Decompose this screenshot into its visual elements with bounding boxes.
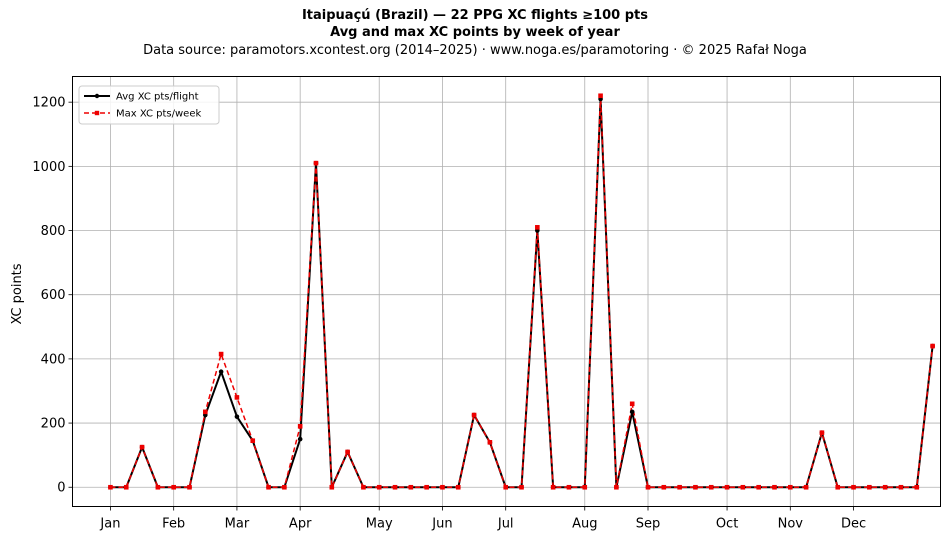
max-point bbox=[282, 484, 287, 490]
y-axis-label: XC points bbox=[10, 263, 25, 324]
max-point bbox=[867, 484, 872, 490]
x-tick-label: May bbox=[366, 517, 393, 532]
max-point bbox=[471, 412, 477, 418]
x-tick-label: Oct bbox=[716, 517, 738, 532]
max-point bbox=[519, 484, 524, 490]
max-point bbox=[218, 351, 224, 357]
max-point bbox=[661, 484, 667, 490]
max-point bbox=[898, 484, 904, 490]
max-point bbox=[234, 395, 240, 400]
x-tick-label: Nov bbox=[778, 517, 804, 532]
plot-area-frame bbox=[72, 76, 941, 507]
x-tick-label: Sep bbox=[636, 517, 661, 532]
max-point bbox=[123, 484, 129, 490]
max-point bbox=[139, 444, 145, 450]
max-point bbox=[882, 484, 888, 490]
max-point bbox=[487, 440, 493, 445]
max-point bbox=[930, 343, 935, 349]
max-point bbox=[835, 484, 841, 490]
max-point bbox=[740, 484, 746, 490]
max-point bbox=[598, 93, 603, 99]
max-point bbox=[440, 484, 445, 490]
legend-label-max: Max XC pts/week bbox=[116, 109, 201, 120]
grid bbox=[72, 76, 941, 507]
max-point bbox=[203, 409, 208, 415]
max-point bbox=[756, 484, 761, 490]
max-point bbox=[313, 160, 319, 166]
max-point bbox=[677, 484, 682, 490]
chart-title: Itaipuaçú (Brazil) — 22 PPG XC flights ≥… bbox=[301, 8, 649, 23]
x-tick-label: Jun bbox=[431, 517, 452, 532]
max-point bbox=[266, 484, 271, 490]
legend-marker-avg bbox=[94, 93, 100, 99]
max-point bbox=[155, 484, 161, 490]
y-axis-ticks: 0 200 400 600 800 1000 1200 bbox=[32, 96, 73, 496]
x-axis-ticks: Jan Feb Mar Apr May Jun Jul Aug Sep Oct Nov Dec bbox=[99, 506, 866, 532]
x-tick-label: Aug bbox=[572, 517, 597, 532]
max-point bbox=[408, 484, 414, 490]
max-point bbox=[724, 484, 730, 490]
x-tick-label: Jan bbox=[99, 517, 120, 532]
max-point bbox=[424, 484, 429, 490]
max-point bbox=[108, 484, 113, 490]
max-point bbox=[329, 484, 335, 490]
max-point bbox=[171, 484, 176, 490]
max-point bbox=[819, 430, 825, 435]
x-tick-label: Dec bbox=[841, 517, 866, 532]
x-tick-label: Feb bbox=[162, 517, 185, 532]
chart-source-line: Data source: paramotors.xcontest.org (20… bbox=[143, 43, 807, 58]
max-point bbox=[550, 484, 556, 490]
max-point bbox=[566, 484, 572, 490]
y-tick-label: 200 bbox=[41, 417, 66, 432]
max-point bbox=[582, 484, 588, 490]
max-point bbox=[250, 438, 256, 444]
max-point bbox=[614, 484, 619, 490]
max-point bbox=[455, 484, 461, 490]
series-line-avg bbox=[110, 97, 934, 489]
x-tick-label: Jul bbox=[497, 517, 514, 532]
max-point bbox=[187, 484, 192, 490]
avg-point bbox=[297, 436, 303, 442]
max-point bbox=[645, 484, 651, 490]
max-point bbox=[297, 423, 303, 429]
legend-box bbox=[78, 85, 220, 125]
max-point bbox=[345, 449, 350, 455]
x-tick-label: Apr bbox=[289, 517, 312, 532]
avg-point bbox=[218, 369, 224, 375]
max-point bbox=[503, 484, 509, 490]
max-point bbox=[803, 484, 809, 490]
max-point bbox=[693, 484, 698, 490]
y-tick-label: 600 bbox=[41, 288, 66, 303]
max-point bbox=[361, 484, 366, 490]
max-point bbox=[851, 484, 856, 490]
y-tick-label: 1000 bbox=[32, 160, 65, 175]
y-tick-label: 0 bbox=[57, 481, 65, 496]
series-line-max bbox=[110, 95, 934, 488]
max-point bbox=[787, 484, 793, 490]
y-tick-label: 1200 bbox=[32, 96, 65, 111]
y-tick-label: 400 bbox=[41, 352, 66, 367]
max-point bbox=[392, 484, 398, 490]
max-point bbox=[376, 484, 382, 490]
legend-label-avg: Avg XC pts/flight bbox=[116, 92, 199, 103]
max-point bbox=[708, 484, 714, 490]
x-tick-label: Mar bbox=[225, 517, 250, 532]
chart-subtitle: Avg and max XC points by week of year bbox=[330, 25, 620, 40]
legend-marker-max bbox=[94, 110, 100, 116]
y-tick-label: 800 bbox=[41, 224, 66, 239]
avg-point bbox=[234, 414, 240, 419]
avg-point bbox=[629, 409, 635, 415]
legend: Avg XC pts/flight Max XC pts/week bbox=[78, 85, 220, 125]
max-point bbox=[629, 401, 635, 407]
axes bbox=[72, 76, 941, 507]
max-point bbox=[535, 225, 540, 230]
series-layer bbox=[108, 93, 935, 490]
max-point bbox=[914, 484, 920, 490]
max-point bbox=[772, 484, 777, 490]
